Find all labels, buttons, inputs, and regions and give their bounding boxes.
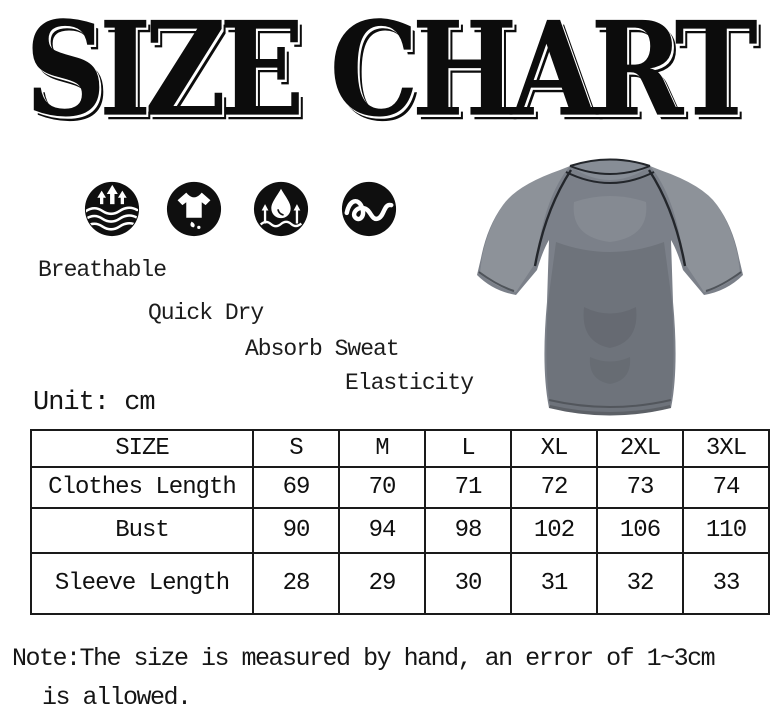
- size-table-header-m: M: [338, 429, 426, 468]
- cell-value: 33: [682, 552, 770, 615]
- note-text-line2: is allowed.: [42, 683, 192, 712]
- cell-value: 69: [252, 466, 340, 509]
- elasticity-icon: [341, 181, 397, 237]
- cell-value: 28: [252, 552, 340, 615]
- size-table-header-s: S: [252, 429, 340, 468]
- cell-value: 31: [510, 552, 598, 615]
- size-table-header-xl: XL: [510, 429, 598, 468]
- product-image-tshirt: [477, 158, 743, 416]
- feature-label-absorb-sweat: Absorb Sweat: [245, 336, 400, 362]
- note-text-line1: Note:The size is measured by hand, an er…: [12, 644, 716, 673]
- size-table: SIZE S M L XL 2XL 3XL Clothes Length 69 …: [30, 429, 770, 615]
- cell-value: 106: [596, 507, 684, 554]
- absorb-sweat-icon: [253, 181, 309, 237]
- row-label: Bust: [30, 507, 254, 554]
- page-title: SIZE CHART: [25, 0, 758, 146]
- cell-value: 74: [682, 466, 770, 509]
- size-table-header-size: SIZE: [30, 429, 254, 468]
- cell-value: 73: [596, 466, 684, 509]
- table-row-clothes-length: Clothes Length 69 70 71 72 73 74: [30, 466, 770, 509]
- cell-value: 110: [682, 507, 770, 554]
- table-row-bust: Bust 90 94 98 102 106 110: [30, 507, 770, 554]
- size-table-header-2xl: 2XL: [596, 429, 684, 468]
- cell-value: 90: [252, 507, 340, 554]
- size-table-header-3xl: 3XL: [682, 429, 770, 468]
- cell-value: 30: [424, 552, 512, 615]
- cell-value: 29: [338, 552, 426, 615]
- cell-value: 94: [338, 507, 426, 554]
- feature-label-elasticity: Elasticity: [345, 370, 474, 396]
- quick-dry-icon: [166, 181, 222, 237]
- row-label: Sleeve Length: [30, 552, 254, 615]
- cell-value: 98: [424, 507, 512, 554]
- table-row-sleeve-length: Sleeve Length 28 29 30 31 32 33: [30, 552, 770, 615]
- cell-value: 71: [424, 466, 512, 509]
- cell-value: 32: [596, 552, 684, 615]
- size-table-header-l: L: [424, 429, 512, 468]
- breathable-icon: [84, 181, 140, 237]
- cell-value: 102: [510, 507, 598, 554]
- cell-value: 70: [338, 466, 426, 509]
- size-table-header-row: SIZE S M L XL 2XL 3XL: [30, 429, 770, 468]
- row-label: Clothes Length: [30, 466, 254, 509]
- feature-label-breathable: Breathable: [38, 257, 167, 283]
- cell-value: 72: [510, 466, 598, 509]
- feature-label-quick-dry: Quick Dry: [148, 300, 264, 326]
- unit-label: Unit: cm: [33, 388, 156, 418]
